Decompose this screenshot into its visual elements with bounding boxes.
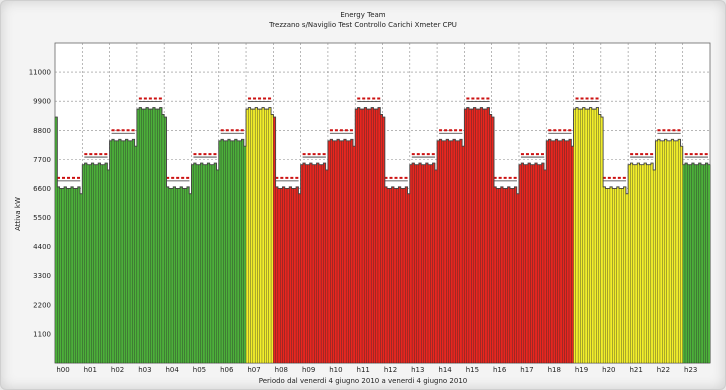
y-tick-label: 3300 [33,272,51,280]
x-tick-label: h00 [56,366,69,374]
x-tick-label: h07 [247,366,260,374]
y-tick-label: 1100 [33,330,51,338]
bar [707,164,711,364]
x-tick-label: h03 [138,366,151,374]
y-tick-label: 2200 [33,301,51,309]
x-tick-label: h16 [493,366,507,374]
x-tick-label: h06 [220,366,234,374]
x-tick-label: h08 [275,366,288,374]
x-tick-label: h05 [193,366,206,374]
x-tick-label: h23 [684,366,697,374]
x-tick-label: h04 [165,366,179,374]
x-tick-label: h10 [329,366,342,374]
chart-title: Energy Team [340,11,386,19]
x-tick-label: h02 [111,366,124,374]
chart-subtitle: Trezzano s/Naviglio Test Controllo Caric… [269,21,457,29]
x-tick-label: h13 [411,366,424,374]
x-tick-label: h19 [575,366,588,374]
x-tick-label: h09 [302,366,315,374]
y-tick-label: 7700 [33,156,51,164]
x-axis-label: Periodo dal venerdi 4 giugno 2010 a vene… [258,377,468,385]
x-tick-label: h20 [602,366,615,374]
x-tick-label: h14 [438,366,452,374]
x-tick-label: h15 [466,366,479,374]
x-tick-label: h22 [657,366,670,374]
x-tick-label: h21 [629,366,642,374]
y-tick-label: 8800 [33,127,51,135]
x-tick-label: h17 [520,366,533,374]
x-tick-label: h12 [384,366,397,374]
load-line [55,107,710,195]
y-tick-label: 11000 [29,69,51,77]
y-tick-label: 9900 [33,98,51,106]
y-tick-label: 6600 [33,185,51,193]
x-tick-label: h11 [357,366,370,374]
x-tick-label: h18 [548,366,561,374]
y-tick-label: 5500 [33,214,51,222]
x-tick-label: h01 [84,366,97,374]
y-tick-label: 4400 [33,243,51,251]
